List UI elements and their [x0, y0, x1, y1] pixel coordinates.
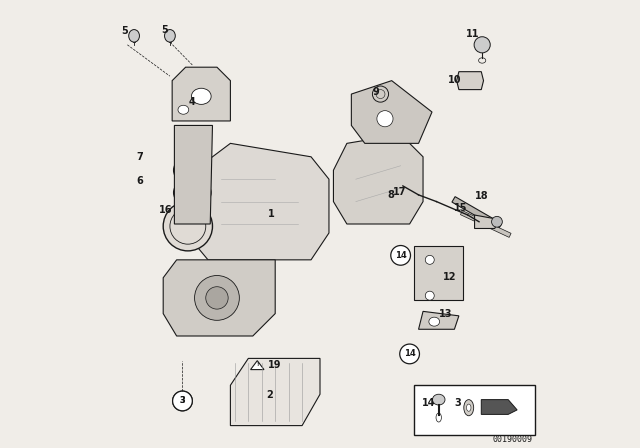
Text: 3: 3	[180, 396, 186, 405]
Ellipse shape	[178, 105, 189, 114]
Text: !: !	[256, 362, 259, 367]
Text: 18: 18	[476, 191, 489, 201]
Ellipse shape	[492, 216, 502, 227]
Text: 14: 14	[422, 398, 436, 408]
Ellipse shape	[464, 400, 474, 416]
Ellipse shape	[377, 111, 393, 127]
Ellipse shape	[425, 255, 435, 264]
Ellipse shape	[164, 30, 175, 42]
Polygon shape	[475, 215, 499, 228]
Text: 13: 13	[438, 310, 452, 319]
Circle shape	[391, 246, 410, 265]
Polygon shape	[457, 72, 484, 90]
Text: 12: 12	[443, 272, 457, 282]
Polygon shape	[172, 67, 230, 121]
Ellipse shape	[191, 88, 211, 104]
Polygon shape	[174, 125, 212, 224]
Polygon shape	[333, 134, 423, 224]
Ellipse shape	[173, 156, 211, 185]
Text: 5: 5	[121, 26, 127, 36]
Text: 15: 15	[454, 203, 467, 213]
Ellipse shape	[474, 37, 490, 53]
Text: 19: 19	[268, 360, 281, 370]
Ellipse shape	[429, 317, 440, 326]
Ellipse shape	[163, 202, 212, 251]
Polygon shape	[460, 211, 511, 237]
Polygon shape	[452, 197, 502, 229]
Ellipse shape	[129, 30, 140, 42]
Text: 6: 6	[136, 177, 143, 186]
Text: 8: 8	[387, 190, 394, 200]
Circle shape	[173, 391, 192, 411]
Ellipse shape	[425, 291, 435, 300]
Text: 00190009: 00190009	[493, 435, 533, 444]
Polygon shape	[230, 358, 320, 426]
Polygon shape	[414, 246, 463, 300]
Ellipse shape	[195, 276, 239, 320]
Text: 16: 16	[159, 205, 172, 215]
Text: 4: 4	[189, 97, 196, 107]
Ellipse shape	[433, 394, 445, 405]
Text: 2: 2	[266, 390, 273, 400]
Text: 5: 5	[161, 26, 168, 35]
Ellipse shape	[372, 86, 388, 102]
Polygon shape	[481, 400, 517, 414]
Circle shape	[173, 391, 192, 411]
Text: 14: 14	[395, 251, 406, 260]
Bar	[414, 385, 535, 435]
Text: 10: 10	[447, 75, 461, 85]
Text: 3: 3	[180, 396, 186, 405]
Text: 7: 7	[136, 152, 143, 162]
Circle shape	[400, 344, 419, 364]
Polygon shape	[351, 81, 432, 143]
Text: 1: 1	[268, 209, 275, 219]
Polygon shape	[163, 260, 275, 336]
Ellipse shape	[173, 178, 211, 207]
Text: 17: 17	[393, 187, 406, 197]
Text: 11: 11	[465, 29, 479, 39]
Ellipse shape	[206, 287, 228, 309]
Text: 3: 3	[454, 398, 461, 408]
Ellipse shape	[467, 404, 471, 411]
Text: 14: 14	[404, 349, 415, 358]
Polygon shape	[251, 361, 264, 370]
Polygon shape	[419, 311, 459, 329]
Text: 9: 9	[372, 87, 379, 97]
Polygon shape	[186, 143, 329, 260]
